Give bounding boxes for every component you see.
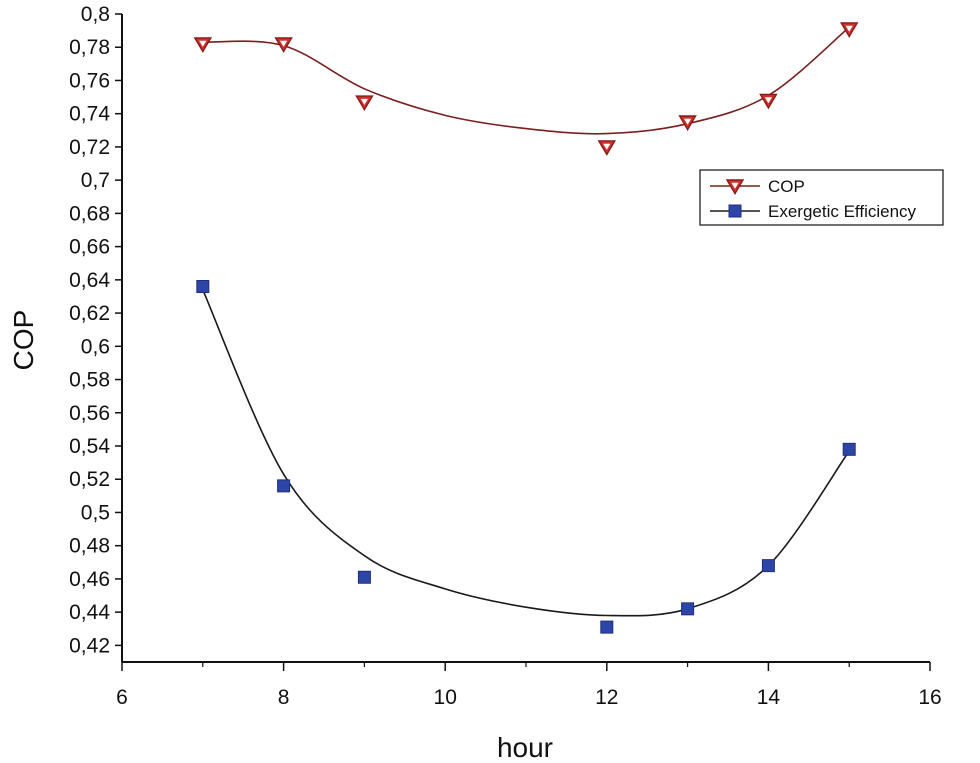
y-tick-label: 0,44 [69,601,110,624]
x-tick-label: 14 [757,686,781,709]
data-point-highlight [280,40,288,47]
data-point [196,279,210,293]
x-tick-label: 8 [278,686,290,709]
x-tick-label: 12 [595,686,618,709]
y-tick-label: 0,72 [69,136,110,159]
series-line [202,289,850,617]
legend-marker-highlight [731,182,739,189]
y-tick-label: 0,66 [69,236,110,259]
y-tick-label: 0,56 [69,402,110,425]
data-point [600,620,614,634]
legend-label: COP [768,177,805,196]
y-tick-label: 0,62 [69,302,110,325]
legend-marker [725,179,745,195]
y-tick-label: 0,5 [81,501,110,524]
legend-item-exergetic-efficiency: Exergetic Efficiency [710,202,917,221]
data-point [842,442,856,456]
x-tick-label: 6 [116,686,128,709]
y-tick-label: 0,52 [69,468,110,491]
data-point-highlight [684,118,692,125]
data-point [839,22,859,38]
data-point-highlight [764,97,772,104]
y-tick-label: 0,64 [69,269,110,292]
series-layer [193,22,859,634]
series-cop [193,22,859,156]
legend-marker [728,204,742,218]
data-point-highlight [845,25,853,32]
y-tick-label: 0,54 [69,435,110,458]
legend-label: Exergetic Efficiency [768,202,917,221]
legend: COP Exergetic Efficiency [699,169,944,226]
data-point [274,37,293,53]
y-tick-label: 0,6 [81,335,110,358]
axes: 0,42 0,44 0,46 0,48 0,5 0,52 0,54 0,56 0,58 0,6 0,… [69,3,942,709]
y-axis-title: COP [8,310,39,371]
data-point-highlight [360,98,368,105]
y-tick-label: 0,58 [69,369,110,392]
y-tick-label: 0,7 [81,169,110,192]
y-tick-label: 0,76 [69,69,110,92]
y-tick-label: 0,78 [69,36,110,59]
x-tick-label: 16 [918,686,941,709]
y-tick-label: 0,8 [81,3,110,26]
data-point [355,95,374,112]
data-point [761,559,775,573]
y-tick-label: 0,48 [69,535,110,558]
y-tick-label: 0,46 [69,568,110,591]
x-axis-title: hour [497,732,553,763]
data-point-highlight [603,143,611,150]
data-point-highlight [199,40,207,47]
data-point [759,93,778,110]
data-point [678,115,697,131]
y-tick-label: 0,42 [69,634,110,657]
data-point [357,570,371,584]
data-point [597,140,617,156]
data-point [681,602,695,616]
data-point [193,37,213,53]
y-tick-label: 0,74 [69,103,110,126]
x-tick-label: 10 [434,686,457,709]
series-exergetic-efficiency [196,279,856,634]
series-line [202,26,850,135]
y-tick-label: 0,68 [69,202,110,225]
legend-item-cop: COP [710,177,805,196]
data-point [277,479,291,493]
